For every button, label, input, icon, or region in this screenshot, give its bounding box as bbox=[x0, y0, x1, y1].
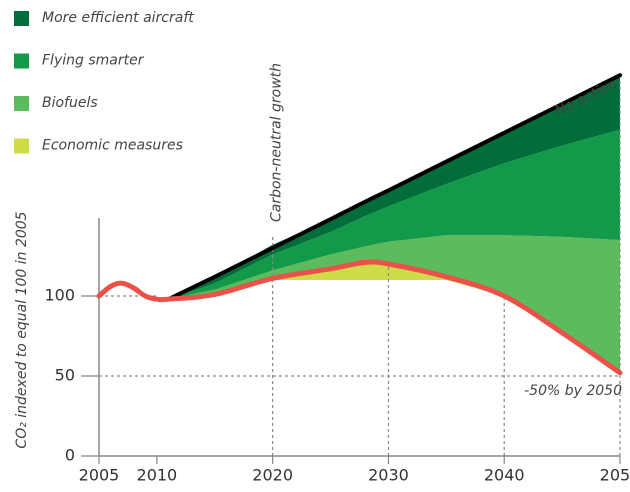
legend-label: More efficient aircraft bbox=[42, 10, 194, 26]
x-tick-label: 2010 bbox=[137, 466, 178, 485]
y-tick-label: 100 bbox=[44, 286, 75, 305]
area-band bbox=[168, 235, 620, 373]
y-tick-label: 0 bbox=[65, 446, 75, 465]
y-tick-label: 50 bbox=[55, 366, 75, 385]
annotation: Carbon-neutral growth bbox=[269, 63, 285, 222]
x-tick-label: 2050 bbox=[600, 466, 630, 485]
legend-label: Flying smarter bbox=[42, 53, 145, 69]
legend-swatch bbox=[14, 11, 29, 26]
y-axis-label: CO₂ indexed to equal 100 in 2005 bbox=[14, 211, 30, 448]
line bbox=[166, 73, 622, 302]
legend-swatch bbox=[14, 96, 29, 111]
legend-label: Economic measures bbox=[42, 138, 183, 154]
legend-swatch bbox=[14, 138, 29, 154]
x-tick-label: 2020 bbox=[252, 466, 293, 485]
area-band bbox=[168, 129, 620, 300]
legend-swatch bbox=[14, 53, 29, 69]
x-tick-label: 2040 bbox=[484, 466, 525, 485]
x-tick-label: 2005 bbox=[79, 466, 120, 485]
annotation: -50% by 2050 bbox=[524, 383, 622, 399]
legend-label: Biofuels bbox=[42, 95, 98, 111]
x-tick-label: 2030 bbox=[368, 466, 409, 485]
line bbox=[96, 259, 623, 376]
